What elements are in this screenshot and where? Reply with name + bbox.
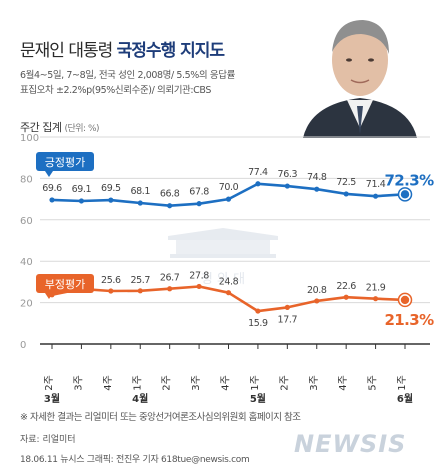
data-label: 68.1 bbox=[130, 186, 150, 197]
data-point bbox=[255, 181, 261, 187]
chart-series: 69.6 69.1 69.5 68.1 66.8 67.8 70.0 77.4 76.3 74.8… bbox=[36, 152, 435, 329]
data-point bbox=[343, 191, 349, 197]
series-name-badge bbox=[36, 152, 94, 171]
x-tick-label: 4주 bbox=[338, 375, 349, 391]
data-label: 22.6 bbox=[336, 281, 356, 292]
x-tick-label: 1주 bbox=[132, 375, 143, 391]
data-point bbox=[225, 196, 232, 202]
x-tick-label: 2주 bbox=[279, 375, 290, 391]
credit-line: 18.06.11 뉴시스 그래픽: 전진우 기자 618tue@newsis.c… bbox=[20, 455, 250, 465]
data-label: 25.6 bbox=[101, 275, 121, 286]
series-name-badge-tail bbox=[45, 171, 53, 177]
data-point bbox=[225, 290, 232, 296]
data-label: 20.8 bbox=[307, 285, 327, 296]
data-point bbox=[167, 203, 173, 209]
x-month-label: 5월 bbox=[250, 393, 266, 405]
x-month-label: 6월 bbox=[397, 393, 413, 405]
chart-unit: (단위: %) bbox=[64, 124, 100, 134]
x-tick-label: 4주 bbox=[221, 375, 232, 391]
data-point bbox=[137, 200, 143, 206]
chart-grid bbox=[40, 136, 430, 304]
x-month-label: 4월 bbox=[132, 393, 148, 405]
data-label: 69.1 bbox=[72, 184, 92, 195]
x-tick-label: 5주 bbox=[368, 375, 379, 391]
data-label: 17.7 bbox=[278, 314, 298, 325]
title-part2: 국정수행 지지도 bbox=[116, 41, 225, 61]
x-tick-label: 1주 bbox=[250, 375, 261, 391]
source-label: 자료: 리얼미터 bbox=[20, 435, 76, 445]
data-point bbox=[314, 186, 320, 192]
data-label: 27.8 bbox=[189, 270, 209, 281]
data-label: 74.8 bbox=[307, 172, 327, 183]
data-point bbox=[284, 183, 290, 189]
data-point bbox=[314, 298, 320, 304]
data-label: 25.7 bbox=[130, 275, 150, 286]
series-name-badge bbox=[36, 274, 94, 293]
chart-caption: 주간 집계 bbox=[20, 121, 62, 134]
data-label: 72.5 bbox=[336, 177, 356, 188]
president-portrait bbox=[281, 6, 439, 138]
survey-meta-line1: 6월4~5일, 7~8일, 전국 성인 2,008명/ 5.5%의 응답률 bbox=[20, 70, 235, 81]
data-point bbox=[196, 283, 202, 290]
data-point bbox=[400, 295, 410, 305]
data-point bbox=[196, 201, 202, 207]
data-point bbox=[108, 288, 114, 294]
data-point bbox=[372, 296, 379, 302]
x-tick-label: 2주 bbox=[44, 375, 55, 391]
chart-unit-label: 주간 집계 (단위: %) bbox=[20, 119, 100, 135]
y-tick-label: 20 bbox=[20, 299, 33, 310]
series-name-badge-tail bbox=[45, 293, 53, 299]
y-tick-label: 100 bbox=[20, 133, 39, 144]
data-point bbox=[137, 288, 143, 294]
data-point bbox=[167, 286, 173, 292]
y-tick-label: 60 bbox=[20, 216, 33, 227]
data-point bbox=[49, 197, 55, 203]
series-name-label: 부정평가 bbox=[45, 278, 85, 291]
data-point bbox=[400, 190, 410, 199]
title-part1: 문재인 대통령 bbox=[20, 41, 113, 61]
x-tick-label: 1주 bbox=[397, 375, 408, 391]
x-tick-label: 2주 bbox=[162, 375, 173, 391]
data-point bbox=[255, 308, 261, 314]
data-point bbox=[343, 294, 349, 300]
data-label: 71.4 bbox=[366, 179, 386, 190]
data-label: 70.0 bbox=[219, 182, 239, 193]
data-point bbox=[78, 198, 85, 204]
x-tick-label: 3주 bbox=[191, 375, 202, 391]
x-tick-label: 3주 bbox=[73, 375, 84, 391]
data-point bbox=[372, 193, 379, 199]
data-label: 77.4 bbox=[248, 167, 268, 178]
y-tick-label: 0 bbox=[20, 340, 26, 351]
data-label: 66.8 bbox=[160, 189, 180, 200]
footnote: ※ 자세한 결과는 리얼미터 또는 중앙선거여론조사심의위원회 홈페이지 참조 bbox=[20, 412, 301, 423]
data-label: 69.5 bbox=[101, 183, 121, 194]
x-month-label: 3월 bbox=[44, 393, 60, 405]
data-label: 26.7 bbox=[160, 273, 180, 284]
data-label: 76.3 bbox=[278, 169, 298, 180]
survey-meta-line2: 표집오차 ±2.2%p(95%신뢰수준)/ 의뢰기관:CBS bbox=[20, 85, 211, 96]
chart-axes: 0 20 40 60 80 100 2주 3월 3주 4주 1주 4월 2주 3주 4주 1주 5월 2주 3주 4주… bbox=[20, 133, 430, 405]
data-label: 21.9 bbox=[366, 283, 386, 294]
watermark-seal: 청 와 대 bbox=[168, 228, 278, 287]
page-title: 문재인 대통령 국정수행 지지도 bbox=[20, 36, 225, 61]
data-point bbox=[284, 304, 290, 310]
watermark-text: 청 와 대 bbox=[201, 272, 245, 287]
data-label: 21.3% bbox=[384, 311, 434, 329]
x-tick-label: 4주 bbox=[103, 375, 114, 391]
data-label: 15.9 bbox=[248, 318, 268, 329]
data-label: 67.8 bbox=[189, 187, 209, 198]
newsis-logo: NEWSIS bbox=[294, 430, 407, 458]
series-name-label: 긍정평가 bbox=[45, 156, 85, 169]
x-tick-label: 3주 bbox=[309, 375, 320, 391]
data-point bbox=[108, 197, 114, 203]
y-tick-label: 80 bbox=[20, 174, 33, 185]
data-label: 72.3% bbox=[384, 171, 434, 189]
data-label: 24.8 bbox=[219, 277, 239, 288]
data-label: 69.6 bbox=[42, 183, 62, 194]
y-tick-label: 40 bbox=[20, 257, 33, 268]
